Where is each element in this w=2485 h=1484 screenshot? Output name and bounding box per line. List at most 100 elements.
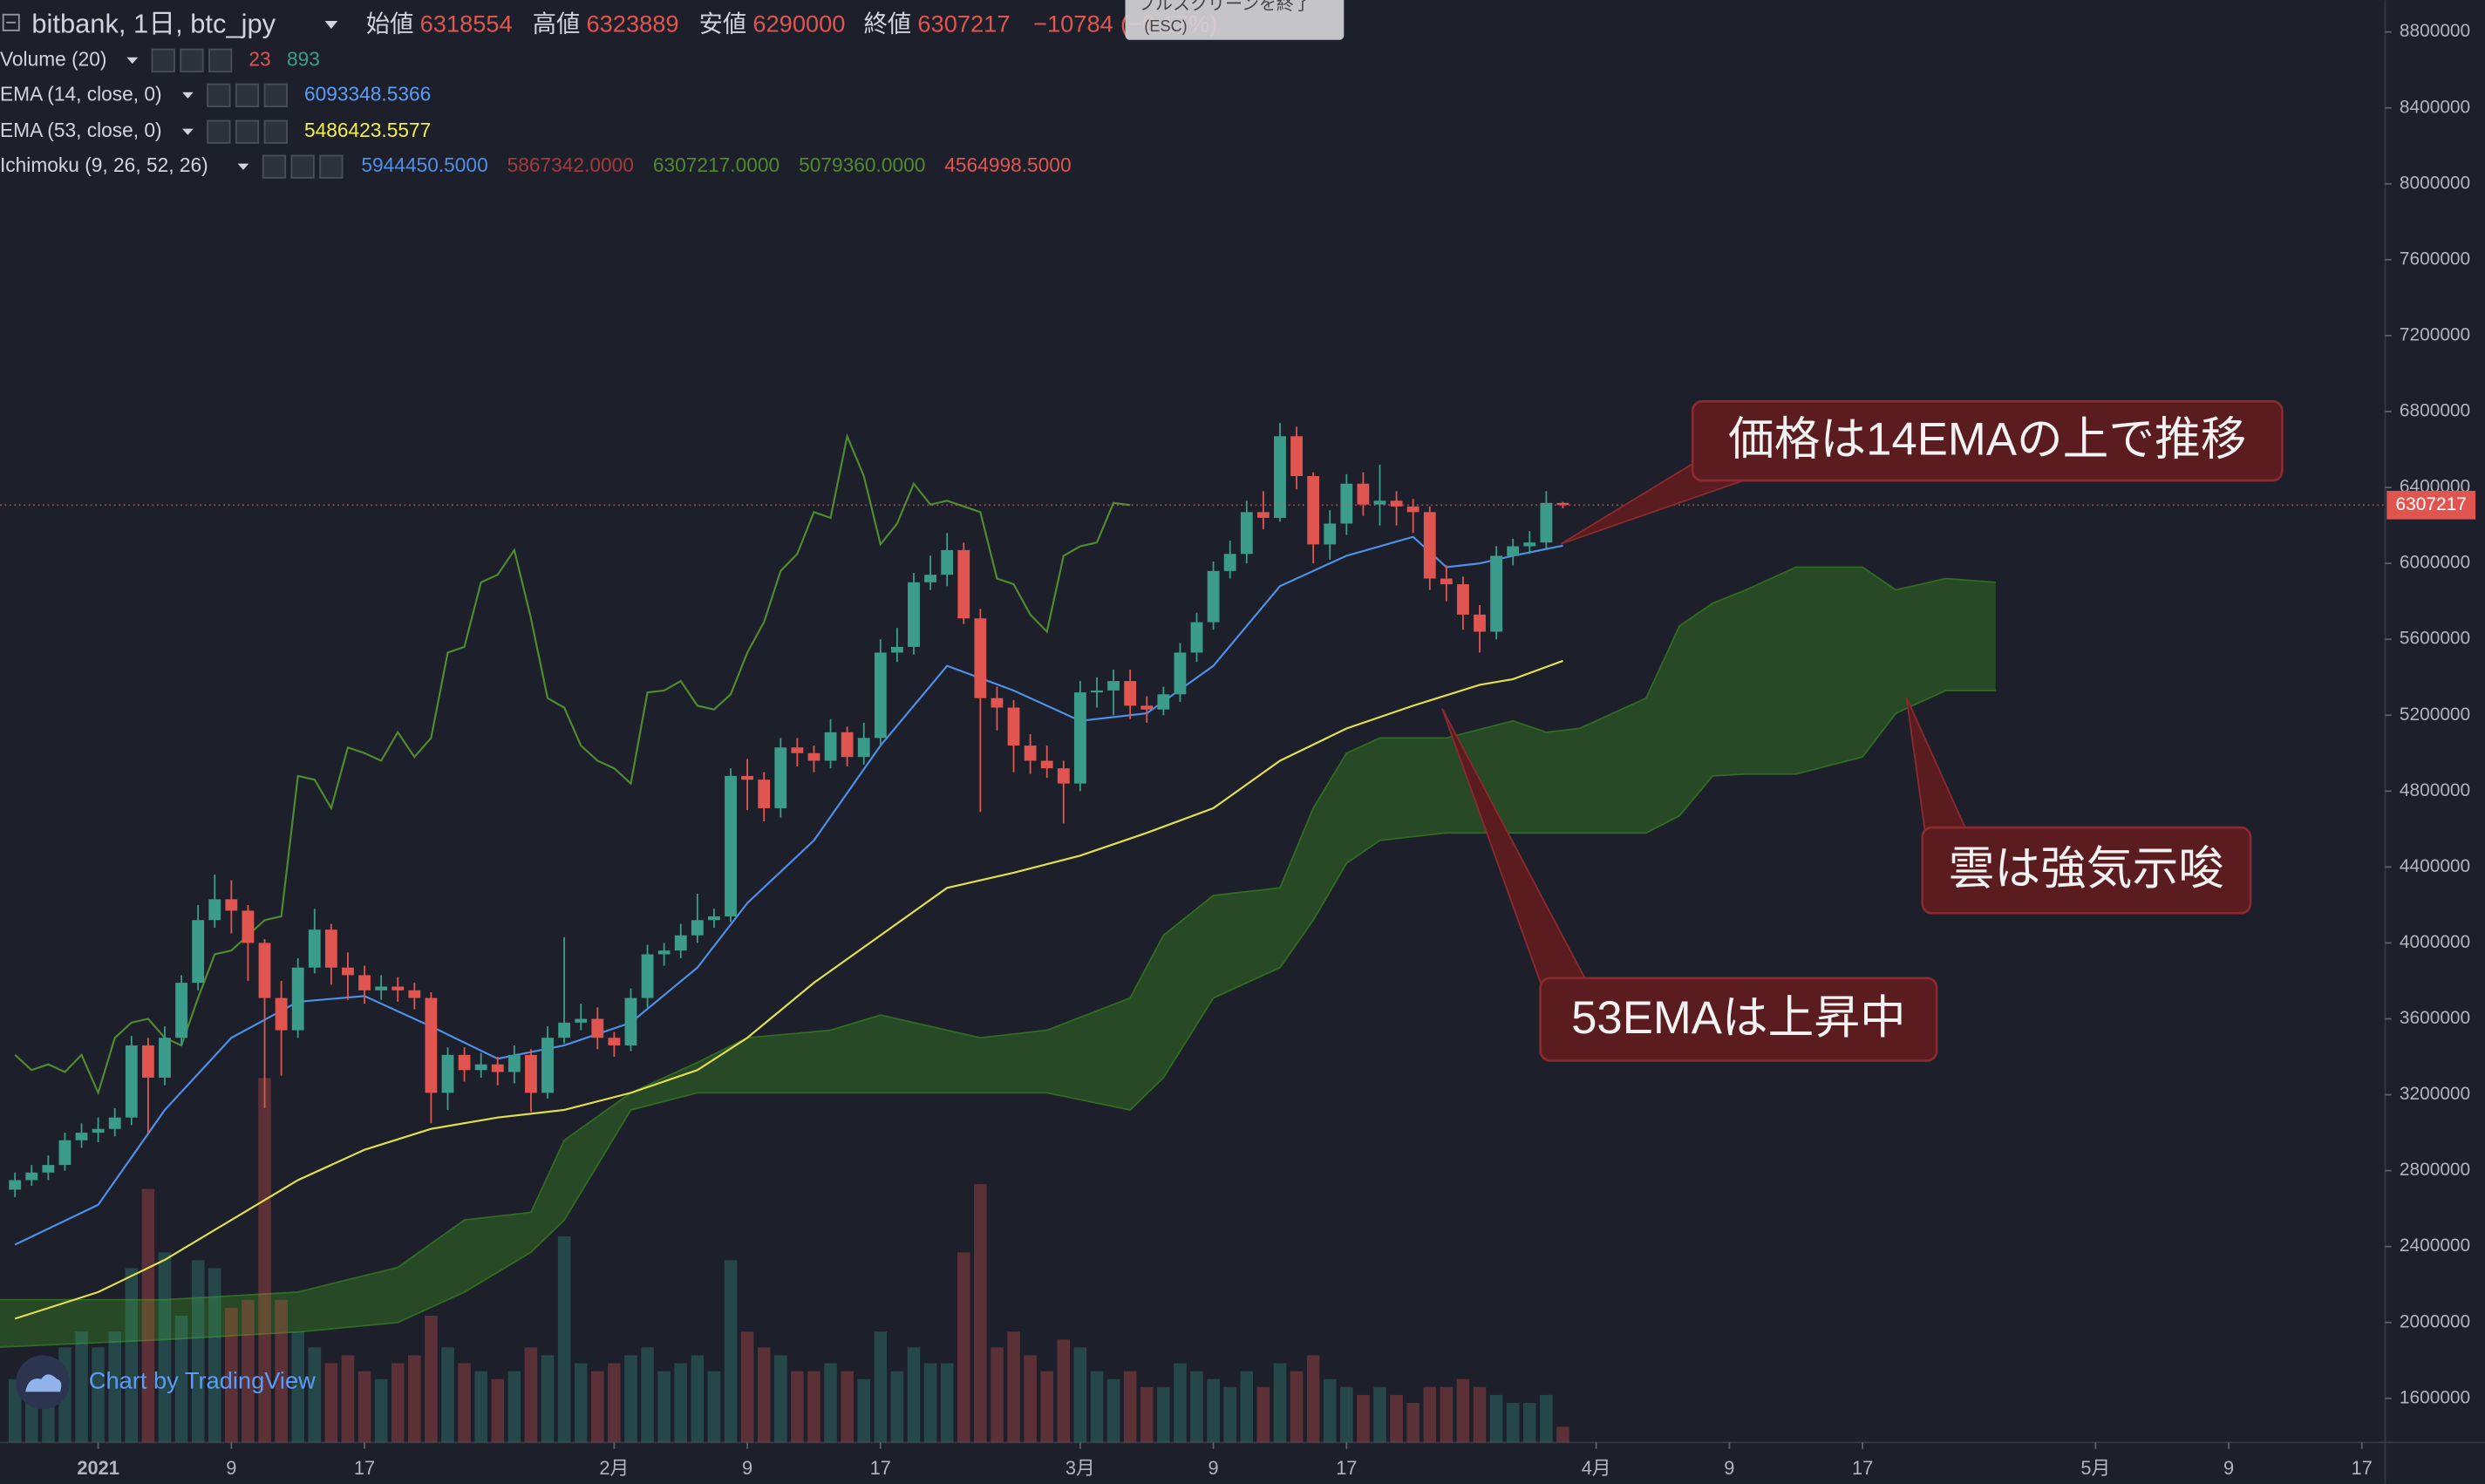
volume-bar (258, 1078, 271, 1443)
tooltip-box[interactable] (1125, 0, 1345, 40)
volume-bar (1456, 1378, 1470, 1443)
candle-body (58, 1140, 71, 1166)
candle-body (1040, 760, 1053, 769)
legend-caret[interactable] (182, 128, 194, 135)
volume-bar (824, 1363, 837, 1443)
candle-body (691, 920, 704, 936)
candle-body (1357, 483, 1370, 505)
legend-icon[interactable] (151, 48, 175, 73)
volume-bar (591, 1371, 604, 1443)
legend-icon[interactable] (290, 154, 315, 179)
watermark-text[interactable]: Chart by TradingView (89, 1367, 316, 1394)
candle-body (857, 738, 870, 758)
volume-bar (724, 1260, 738, 1443)
indicator-line (14, 659, 1563, 1320)
candle-body (725, 775, 737, 916)
candle-body (674, 935, 687, 951)
candle-body (42, 1165, 55, 1173)
candle-body (108, 1117, 121, 1129)
volume-bar (75, 1331, 88, 1443)
callout-text: 価格は14EMAの上で推移 (1728, 413, 2246, 465)
legend-name[interactable]: EMA (14, close, 0) (0, 82, 162, 105)
x-tick-label: 4月 (1582, 1457, 1611, 1479)
candle-body (225, 899, 238, 911)
legend-name[interactable]: Volume (20) (0, 47, 107, 70)
watermark-cloud[interactable] (25, 1374, 62, 1392)
x-tick-label: 9 (226, 1457, 236, 1479)
symbol-title[interactable]: bitbank, 1日, btc_jpy (31, 9, 276, 39)
volume-bar (491, 1378, 505, 1443)
ohlc-value: 6323889 (587, 10, 679, 37)
legend-caret[interactable] (237, 163, 249, 170)
callout-box (1691, 399, 2284, 482)
x-tick-label: 5月 (2080, 1457, 2110, 1479)
volume-bar (1240, 1371, 1254, 1443)
legend-icon[interactable] (207, 119, 231, 144)
legend-readout: 5486423.5577 (304, 119, 431, 141)
volume-bar (1489, 1394, 1503, 1443)
volume-bar (1223, 1386, 1236, 1443)
x-tick-label: 9 (1724, 1457, 1734, 1479)
candle-body (474, 1064, 487, 1071)
collapse-icon[interactable] (2, 13, 20, 31)
y-tick-label: 3200000 (2400, 1084, 2470, 1104)
candle-body (1290, 436, 1303, 477)
legend-icon[interactable] (208, 48, 233, 73)
volume-bar (641, 1347, 654, 1443)
cloud-edge (0, 690, 1996, 1348)
legend-name[interactable]: Ichimoku (9, 26, 52, 26) (0, 153, 208, 176)
volume-bar (308, 1347, 322, 1443)
plot-area (0, 423, 1996, 1443)
legend-name[interactable]: EMA (53, close, 0) (0, 119, 162, 141)
legend-icon[interactable] (319, 154, 344, 179)
callout: 価格は14EMAの上で推移 (1560, 399, 2284, 545)
volume-bar (957, 1252, 970, 1443)
volume-bar (1440, 1386, 1454, 1443)
candle-body (291, 967, 304, 1031)
volume-bar (1556, 1426, 1569, 1443)
volume-bar (125, 1268, 139, 1443)
volume-bar (624, 1355, 637, 1443)
volume-bar (507, 1371, 521, 1443)
legend-icon[interactable] (262, 154, 287, 179)
candle-body (25, 1172, 38, 1181)
volume-bar (1406, 1402, 1420, 1443)
legend-icon[interactable] (263, 83, 288, 108)
legend-caret[interactable] (126, 57, 139, 65)
candle-body (1507, 546, 1520, 556)
candle-body (1324, 523, 1337, 545)
volume-bar (1207, 1378, 1220, 1443)
candle-body (391, 986, 405, 990)
candle-body (657, 950, 671, 955)
legend-readout: 5079360.0000 (799, 153, 925, 176)
y-tick-label: 2000000 (2400, 1311, 2470, 1331)
legend-icon[interactable] (235, 119, 260, 144)
legend-icon[interactable] (207, 83, 231, 108)
volume-bar (857, 1378, 871, 1443)
last-price-badge (2386, 490, 2476, 520)
candle-body (1457, 584, 1469, 615)
candle-body (708, 916, 720, 921)
legend-caret[interactable] (182, 92, 194, 99)
legend-icon[interactable] (235, 83, 260, 108)
x-tick-label: 9 (1208, 1457, 1219, 1479)
fullscreen-tooltip[interactable]: フルスクリーンを終了 (ESC) (1125, 0, 1345, 40)
candle-body (1240, 512, 1253, 555)
x-tick-label: 9 (2223, 1457, 2234, 1479)
volume-bar (874, 1331, 888, 1443)
volume-bar (1174, 1363, 1187, 1443)
symbol-caret[interactable] (324, 20, 338, 30)
legend-icon[interactable] (180, 48, 204, 73)
volume-bar (1190, 1371, 1203, 1443)
volume-bar (1157, 1386, 1170, 1443)
volume-bar (940, 1363, 954, 1443)
last-price-label: 6307217 (2396, 494, 2467, 514)
volume-bar (1323, 1378, 1337, 1443)
callout-box (1539, 977, 1938, 1062)
callout-text: 雲は強気示唆 (1949, 843, 2224, 895)
volume-bar (8, 1378, 22, 1443)
candle-body (1256, 512, 1270, 518)
legend-icon[interactable] (263, 119, 288, 144)
candle-body (791, 747, 804, 753)
candle-body (208, 899, 221, 921)
